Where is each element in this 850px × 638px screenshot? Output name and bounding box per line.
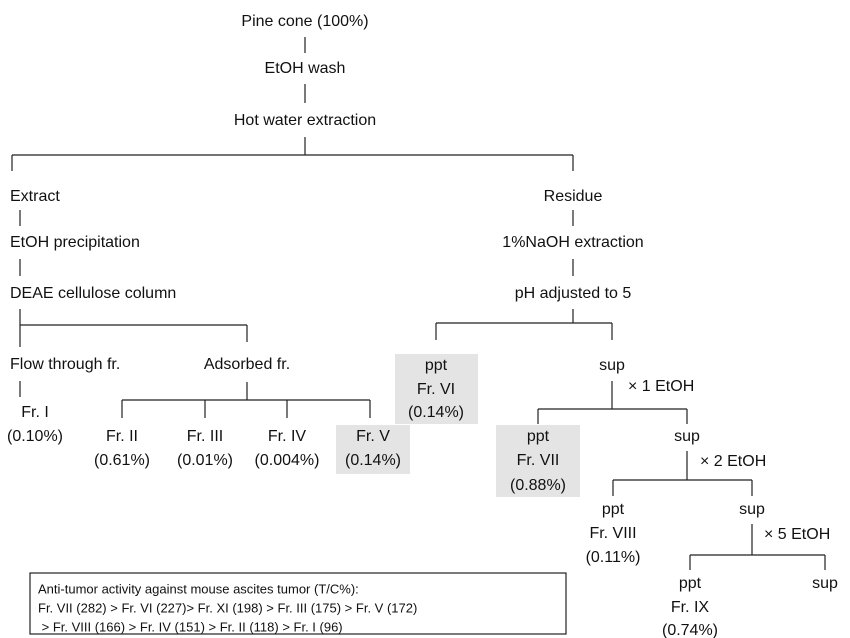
fraction-yield: (0.11%) <box>586 549 641 566</box>
node-label: ppt <box>527 428 550 445</box>
node-label: ppt <box>425 357 448 374</box>
fraction-label: Fr. II <box>106 428 138 445</box>
node-label: sup <box>739 501 765 518</box>
node-label: Flow through fr. <box>10 356 120 373</box>
node-label: 1%NaOH extraction <box>502 234 643 251</box>
fraction-yield: (0.88%) <box>510 477 566 494</box>
node-label: Residue <box>544 188 603 205</box>
node-label: sup <box>812 575 838 592</box>
fraction-label: Fr. I <box>21 404 49 421</box>
fraction-label: Fr. VI <box>417 381 455 398</box>
highlights <box>336 354 580 497</box>
highlight-box <box>395 354 478 424</box>
activity-note: Anti-tumor activity against mouse ascite… <box>29 572 567 635</box>
node-label: EtOH precipitation <box>10 234 140 251</box>
fraction-label: Fr. V <box>356 428 390 445</box>
fraction-label: Fr. IV <box>268 428 307 445</box>
node-label: DEAE cellulose column <box>10 285 176 302</box>
node-label: Hot water extraction <box>234 112 376 129</box>
fraction-label: Fr. IX <box>671 599 710 616</box>
node-label: Adsorbed fr. <box>204 356 290 373</box>
node-label: Pine cone (100%) <box>241 13 368 30</box>
step-label: × 5 EtOH <box>764 526 830 543</box>
fraction-yield: (0.01%) <box>177 452 233 469</box>
note-line: > Fr. VIII (166) > Fr. IV (151) > Fr. II… <box>38 619 343 634</box>
fraction-yield: (0.14%) <box>408 404 464 421</box>
node-label: ppt <box>602 501 625 518</box>
highlight-box <box>336 425 410 474</box>
node-label: ppt <box>679 575 702 592</box>
fraction-yield: (0.004%) <box>255 452 320 469</box>
node-label: sup <box>599 357 625 374</box>
highlight-box <box>496 425 580 497</box>
fraction-yield: (0.10%) <box>7 428 63 445</box>
node-label: sup <box>674 428 700 445</box>
note-line: Fr. VII (282) > Fr. VI (227)> Fr. XI (19… <box>38 600 417 615</box>
node-label: Extract <box>10 188 60 205</box>
note-title: Anti-tumor activity against mouse ascite… <box>38 581 359 596</box>
fraction-label: Fr. VIII <box>589 525 636 542</box>
step-label: × 1 EtOH <box>628 378 694 395</box>
step-label: × 2 EtOH <box>700 453 766 470</box>
fraction-yield: (0.14%) <box>345 452 401 469</box>
fraction-yield: (0.74%) <box>662 622 718 638</box>
node-label: EtOH wash <box>265 60 346 77</box>
connectors <box>11 37 826 570</box>
fraction-yield: (0.61%) <box>94 452 150 469</box>
fraction-label: Fr. VII <box>517 452 560 469</box>
node-label: pH adjusted to 5 <box>515 285 632 302</box>
labels: Pine cone (100%) EtOH wash Hot water ext… <box>7 13 838 638</box>
fraction-label: Fr. III <box>187 428 223 445</box>
note-box <box>29 572 567 635</box>
